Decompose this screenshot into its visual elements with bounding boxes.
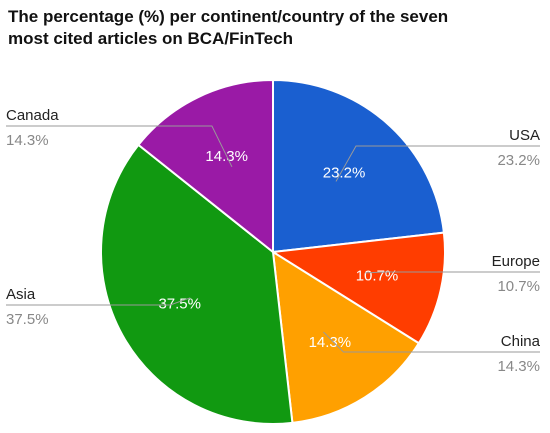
category-value-canada: 14.3% — [6, 132, 49, 149]
pie-slice-europe — [270, 231, 446, 345]
slice-value-label-europe: 10.7% — [356, 268, 399, 285]
category-label-china: China — [501, 333, 541, 350]
leader-line-canada — [6, 125, 233, 168]
category-value-asia: 37.5% — [6, 311, 49, 328]
leader-line-china — [323, 331, 540, 353]
leader-line-usa — [335, 145, 540, 182]
slice-value-label-usa: 23.2% — [323, 164, 366, 181]
leader-line-europe — [365, 271, 540, 274]
slice-value-label-asia: 37.5% — [158, 296, 201, 313]
leader-line-asia — [6, 297, 191, 306]
chart-title: The percentage (%) per continent/country… — [8, 7, 449, 48]
slice-value-label-china: 14.3% — [309, 334, 352, 351]
category-label-europe: Europe — [492, 253, 540, 270]
category-value-china: 14.3% — [497, 358, 540, 375]
category-value-europe: 10.7% — [497, 278, 540, 295]
category-label-usa: USA — [509, 127, 540, 144]
pie-slice-asia — [100, 143, 294, 425]
pie-slice-china — [271, 250, 421, 425]
category-label-asia: Asia — [6, 286, 36, 303]
outer-labels: USA 23.2% Europe 10.7% China 14.3% Asia 37.5% Ca… — [6, 107, 541, 375]
category-value-usa: 23.2% — [497, 152, 540, 169]
slices-group — [100, 78, 446, 425]
pie-slice-usa — [272, 78, 446, 254]
pie-slice-canada — [137, 78, 274, 255]
category-label-canada: Canada — [6, 107, 59, 124]
